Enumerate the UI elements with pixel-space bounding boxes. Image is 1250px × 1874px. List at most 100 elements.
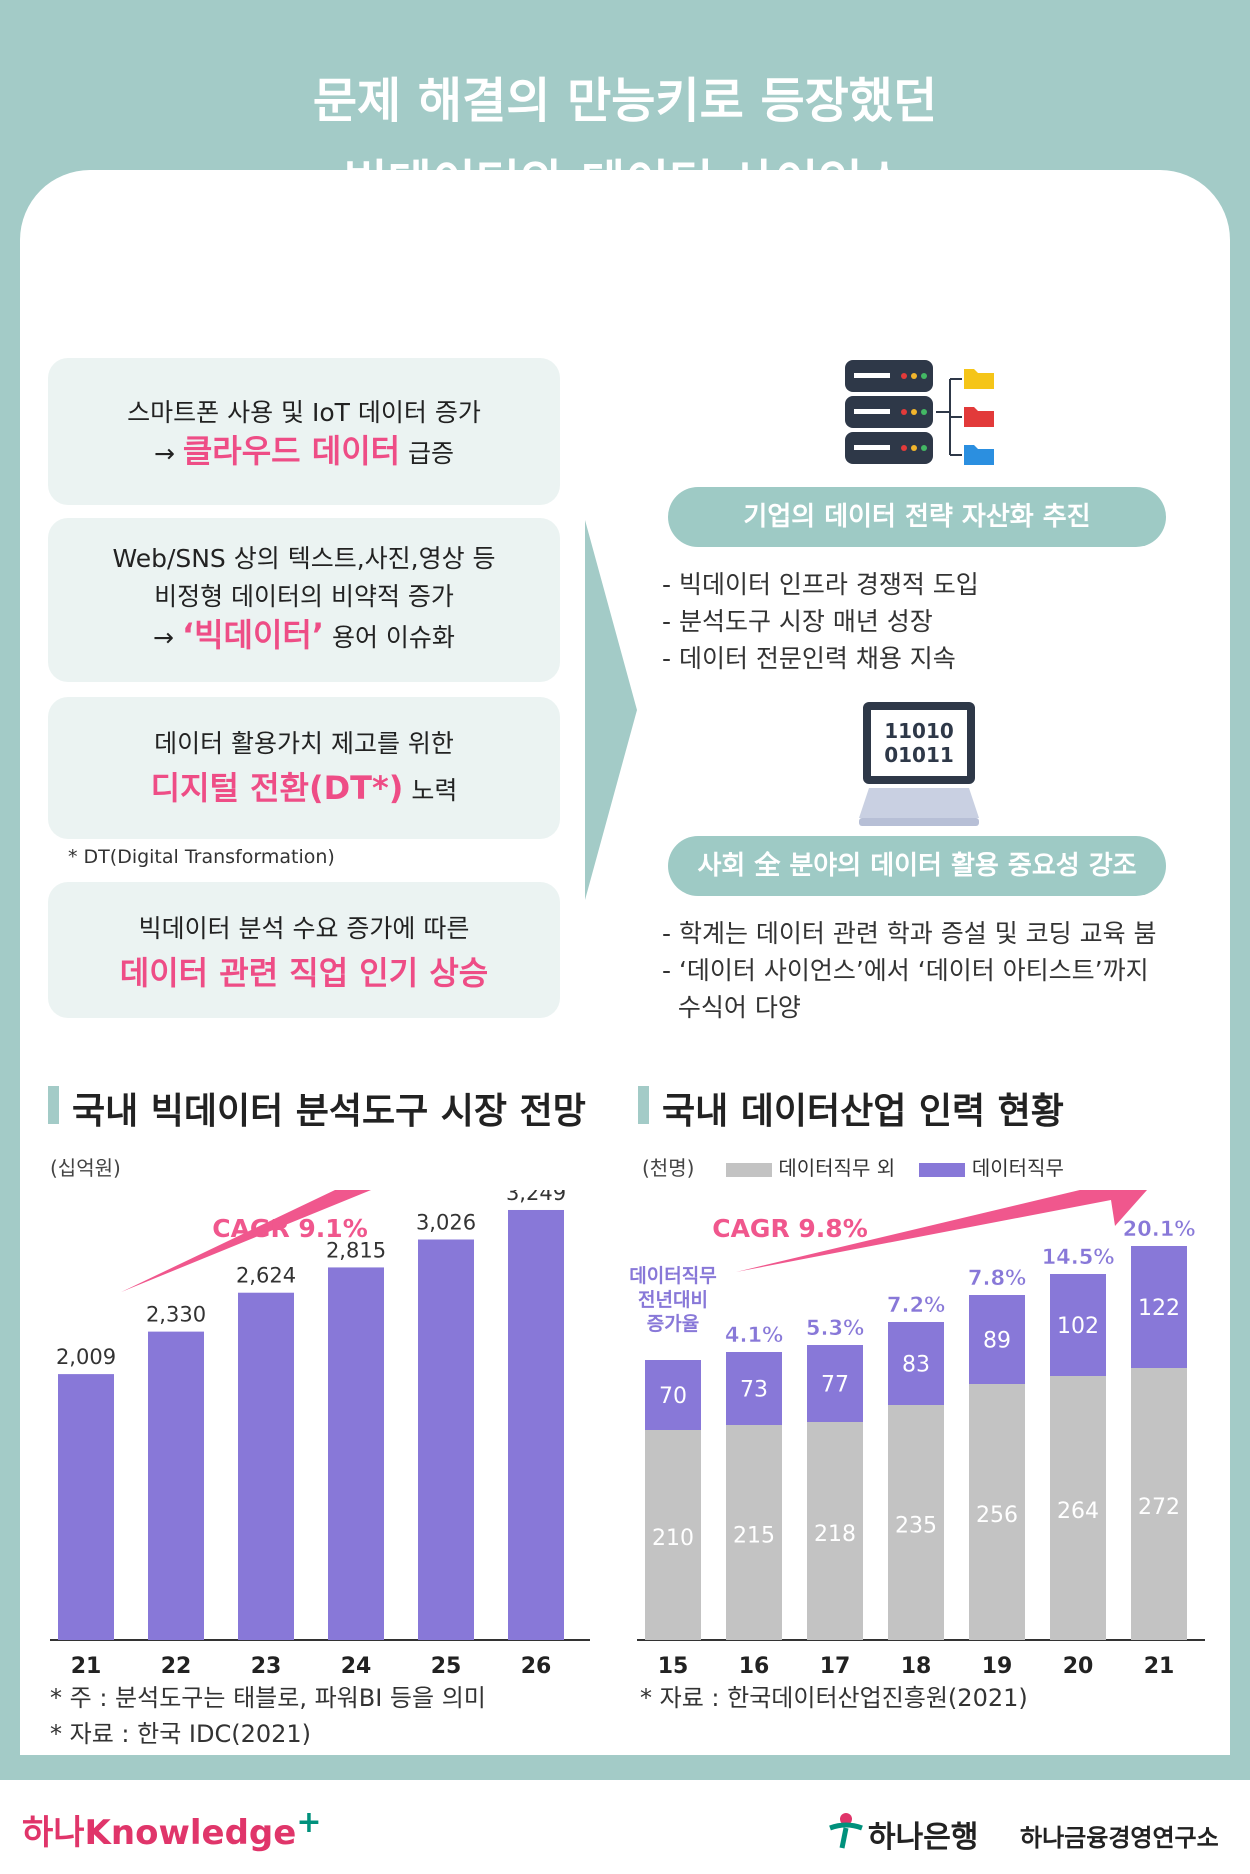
title-line-1: 문제 해결의 만능키로 등장했던 (312, 73, 938, 129)
tick-label: 24 (341, 1654, 372, 1679)
chart1-svg: 2,009 21 2,330 22 2,624 23 2,815 24 3,026 25 3,249… (50, 1190, 590, 1679)
cagr-label: CAGR 9.1% (212, 1214, 368, 1243)
bar (58, 1374, 114, 1640)
tick-label: 18 (901, 1654, 932, 1679)
bar-data (969, 1295, 1025, 1384)
highlight-text: 디지털 전환(DT*) (150, 769, 404, 807)
value-label: 2,330 (146, 1303, 206, 1327)
tick-label: 22 (161, 1654, 192, 1679)
value-label: 2,815 (326, 1238, 386, 1262)
binary-text: 11010 (884, 719, 954, 743)
bar-other (645, 1430, 701, 1640)
chart1-unit: (십억원) (50, 1156, 121, 1180)
binary-text: 01011 (884, 743, 954, 767)
bar (328, 1267, 384, 1640)
value-label: 2,624 (236, 1264, 296, 1288)
highlight-text: 클라우드 데이터 (182, 432, 401, 470)
growth-label: 4.1% (725, 1323, 783, 1347)
growth-label: 7.8% (968, 1266, 1026, 1290)
tick-label: 19 (982, 1654, 1013, 1679)
knowledge-logo: 하나Knowledge+ (22, 1805, 322, 1853)
value-label-other: 218 (814, 1522, 856, 1547)
box-highlight-line: 데이터 관련 직업 인기 상승 (48, 954, 560, 995)
bar (418, 1239, 474, 1640)
bar-other (1050, 1376, 1106, 1640)
value-label: 2,009 (56, 1345, 116, 1369)
bar-other (807, 1422, 863, 1640)
bar-data (645, 1360, 701, 1430)
highlight-text: 데이터 관련 직업 인기 상승 (119, 954, 489, 992)
bar (238, 1292, 294, 1640)
tick-label: 17 (820, 1654, 851, 1679)
tick-label: 20 (1063, 1654, 1094, 1679)
chart2-unit: (천명) (642, 1156, 695, 1180)
growth-label: 5.3% (806, 1316, 864, 1340)
growth-label: 7.2% (887, 1293, 945, 1317)
society-pill: 사회 全 분야의 데이터 활용 중요성 강조 (668, 836, 1166, 896)
dt-footnote: * DT(Digital Transformation) (68, 846, 335, 868)
driver-box-cloud: 스마트폰 사용 및 IoT 데이터 증가 → 클라우드 데이터 급증 (48, 358, 560, 505)
driver-box-jobs: 빅데이터 분석 수요 증가에 따른 데이터 관련 직업 인기 상승 (48, 882, 560, 1018)
box-text: 빅데이터 분석 수요 증가에 따른 (138, 914, 470, 943)
growth-caption: 증가율 (647, 1313, 699, 1335)
bullet-item: - ‘데이터 사이언스’에서 ‘데이터 아티스트’까지 (662, 956, 1149, 985)
legend-swatch-other (726, 1162, 772, 1177)
strategy-bullets: - 빅데이터 인프라 경쟁적 도입 - 분석도구 시장 매년 성장 - 데이터 … (662, 566, 979, 677)
tick-label: 21 (71, 1654, 102, 1679)
chart2-notes: * 자료 : 한국데이터산업진흥원(2021) (640, 1680, 1028, 1716)
bullet-item: - 빅데이터 인프라 경쟁적 도입 (662, 570, 979, 599)
value-label-data: 73 (740, 1378, 768, 1403)
value-label-data: 102 (1057, 1314, 1099, 1339)
legend-swatch-data (919, 1162, 966, 1177)
value-label: 3,249 (506, 1190, 566, 1205)
cagr-label: CAGR 9.8% (712, 1214, 868, 1243)
bullet-item: 수식어 다양 (662, 993, 801, 1022)
bar-other (888, 1405, 944, 1640)
note-text: * 자료 : 한국데이터산업진흥원(2021) (640, 1684, 1028, 1712)
value-label-data: 89 (983, 1329, 1011, 1354)
server-icon (845, 360, 994, 465)
chart2-svg: 210 70 15 215 73 16 4.1% 218 77 17 5.3% 235 83 18 7.2%… (629, 1190, 1205, 1679)
growth-caption: 전년대비 (638, 1289, 708, 1311)
growth-label: 14.5% (1042, 1245, 1115, 1269)
chart1-title: 국내 빅데이터 분석도구 시장 전망 (48, 1082, 586, 1134)
value-label: 3,026 (416, 1211, 476, 1235)
bar-data (1050, 1274, 1106, 1376)
society-bullets: - 학계는 데이터 관련 학과 증설 및 코딩 교육 붐 - ‘데이터 사이언스… (662, 915, 1157, 1026)
note-text: * 주 : 분석도구는 태블로, 파워BI 등을 의미 (50, 1684, 486, 1712)
title-line-2: 빅데이터와 데이터 사이언스 (343, 155, 907, 211)
bank-name: 하나은행 (868, 1820, 979, 1855)
value-label-other: 272 (1138, 1495, 1180, 1520)
value-label-data: 77 (821, 1373, 849, 1398)
value-label-other: 256 (976, 1503, 1018, 1528)
box-highlight-line: → 클라우드 데이터 급증 (153, 432, 455, 470)
bar-data (888, 1322, 944, 1405)
driver-box-bigdata: Web/SNS 상의 텍스트,사진,영상 등 비정형 데이터의 비약적 증가 →… (48, 518, 560, 682)
box-text: 스마트폰 사용 및 IoT 데이터 증가 (127, 398, 481, 427)
tick-label: 15 (658, 1654, 689, 1679)
legend-label: 데이터직무 (971, 1156, 1064, 1180)
box-text: 데이터 활용가치 제고를 위한 (154, 729, 454, 758)
growth-label: 20.1% (1123, 1217, 1196, 1241)
highlight-text: ‘빅데이터’ (181, 616, 325, 654)
bar-other (726, 1425, 782, 1640)
chart1-notes: * 주 : 분석도구는 태블로, 파워BI 등을 의미 * 자료 : 한국 ID… (50, 1680, 486, 1752)
bullet-item: - 학계는 데이터 관련 학과 증설 및 코딩 교육 붐 (662, 919, 1157, 948)
box-highlight-line: → ‘빅데이터’ 용어 이슈화 (153, 616, 455, 654)
tick-label: 26 (521, 1654, 552, 1679)
tick-label: 16 (739, 1654, 770, 1679)
value-label-other: 264 (1057, 1499, 1099, 1524)
value-label-other: 215 (733, 1524, 775, 1549)
tick-label: 21 (1144, 1654, 1175, 1679)
bar-other (969, 1384, 1025, 1640)
bar-data (807, 1345, 863, 1422)
value-label-other: 235 (895, 1514, 937, 1539)
value-label-other: 210 (652, 1526, 694, 1551)
legend-label: 데이터직무 외 (778, 1156, 896, 1180)
growth-caption: 데이터직무 (629, 1265, 716, 1287)
flow-arrow-icon (585, 520, 637, 900)
bar-data (726, 1352, 782, 1425)
laptop-icon: 11010 01011 (859, 702, 979, 826)
bar-data (1131, 1246, 1187, 1368)
bar-other (1131, 1368, 1187, 1640)
